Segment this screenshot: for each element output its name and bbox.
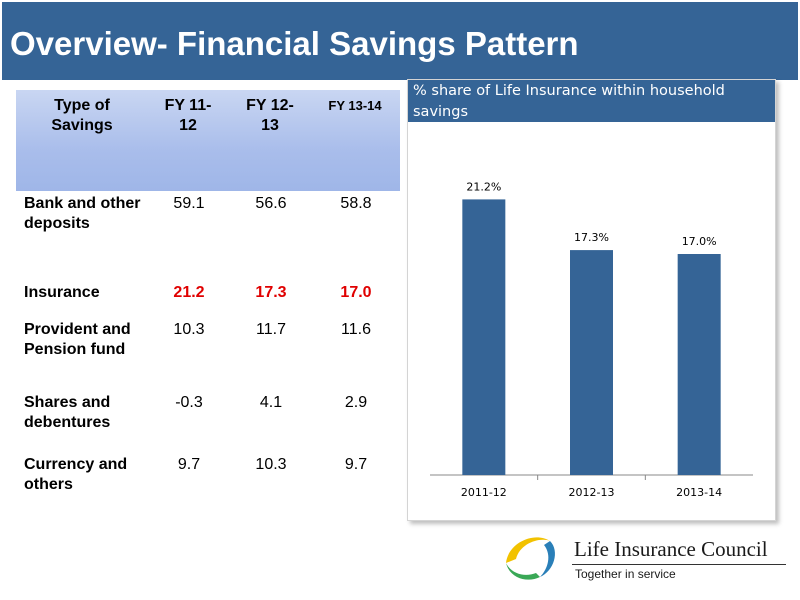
- cell-value: -0.3: [175, 394, 203, 411]
- bar-chart: 21.2% 2011-12 17.3% 2012-13 17.0% 2013-14: [430, 180, 753, 499]
- slide-title: Overview- Financial Savings Pattern: [10, 25, 579, 62]
- chart-panel: % share of Life Insurance within househo…: [407, 79, 776, 521]
- row-label: Currency and others: [24, 456, 128, 493]
- cell-value: 4.1: [259, 394, 283, 411]
- logo-name: Life Insurance Council: [574, 537, 768, 561]
- chart-header: % share of Life Insurance within househo…: [408, 80, 775, 122]
- row-label: Bank and other deposits: [24, 195, 141, 232]
- row-label: Shares and debentures: [24, 394, 111, 431]
- table-header: Type of Savings FY 11-12 FY 12-13 FY 13-…: [16, 90, 400, 191]
- x-tick-label: 2013-14: [676, 486, 722, 499]
- x-tick-label: 2012-13: [569, 486, 615, 499]
- chart-title: % share of Life Insurance within househo…: [413, 83, 725, 120]
- title-bar: Overview- Financial Savings Pattern: [2, 2, 798, 80]
- logo-tagline: Together in service: [575, 567, 676, 581]
- logo: Life Insurance Council Together in servi…: [500, 533, 786, 583]
- cell-value-highlight: 21.2: [173, 284, 205, 301]
- row-label: Provident and Pension fund: [24, 321, 131, 358]
- cell-value: 58.8: [340, 195, 372, 212]
- bar-2011-12: [462, 199, 506, 475]
- lic-swoosh-logo-icon: [506, 537, 555, 580]
- data-label: 17.0%: [682, 235, 717, 248]
- bar-2012-13: [570, 250, 613, 475]
- logo-divider: [572, 564, 786, 565]
- data-label: 17.3%: [574, 231, 609, 244]
- header-fy-12-13: FY 12-13: [246, 97, 294, 134]
- cell-value: 9.7: [344, 456, 368, 473]
- data-label: 21.2%: [466, 180, 501, 193]
- bar-2013-14: [677, 254, 721, 475]
- header-fy-11-12: FY 11-12: [164, 97, 212, 134]
- row-label: Insurance: [24, 284, 100, 301]
- cell-value: 59.1: [173, 195, 205, 212]
- cell-value-highlight: 17.3: [255, 284, 287, 301]
- x-tick-label: 2011-12: [461, 486, 507, 499]
- cell-value: 10.3: [255, 456, 287, 473]
- cell-value: 56.6: [255, 195, 287, 212]
- header-fy-13-14: FY 13-14: [328, 98, 382, 113]
- cell-value: 11.7: [256, 321, 286, 338]
- header-type-of-savings: Type of Savings: [51, 97, 113, 134]
- cell-value: 11.6: [341, 321, 371, 338]
- cell-value: 10.3: [173, 321, 205, 338]
- cell-value-highlight: 17.0: [340, 284, 372, 301]
- cell-value: 9.7: [177, 456, 201, 473]
- cell-value: 2.9: [344, 394, 368, 411]
